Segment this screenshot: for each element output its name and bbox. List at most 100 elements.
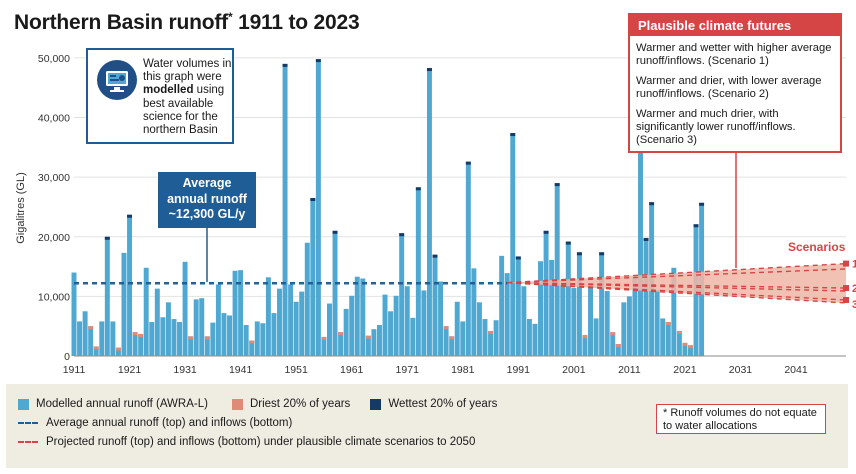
bar-1912 <box>77 321 83 356</box>
bar-1964 <box>365 335 371 356</box>
climate-futures-heading: Plausible climate futures <box>630 15 840 36</box>
bar-2001 <box>571 288 577 356</box>
y-tick-label: 30,000 <box>38 172 70 184</box>
legend-wettest: Wettest 20% of years <box>388 398 498 410</box>
bar-cap-1991 <box>515 256 521 260</box>
bar-1971 <box>404 286 410 356</box>
bar-cap-1919 <box>115 347 121 351</box>
bar-cap-1932 <box>188 336 194 340</box>
computer-model-icon <box>97 60 137 100</box>
bar-cap-2022 <box>688 345 693 349</box>
bar-cap-2015 <box>649 202 655 206</box>
scenario-1-inflows-line <box>507 268 847 284</box>
bar-cap-2009 <box>615 344 621 348</box>
y-axis-label: Gigalitres (GL) <box>15 172 27 244</box>
x-tick-label: 2001 <box>562 364 586 376</box>
footnote: * Runoff volumes do not equate to water … <box>656 404 826 434</box>
modelled-swatch <box>18 398 29 410</box>
average-annual-runoff-box: Average annual runoff ~12,300 GL/y <box>158 172 256 228</box>
y-tick-label: 40,000 <box>38 113 70 125</box>
bar-1930 <box>177 322 183 356</box>
bar-1963 <box>360 278 366 356</box>
bar-1911 <box>71 272 77 356</box>
modelled-info-box: Water volumes in this graph were modelle… <box>86 48 234 144</box>
bar-1997 <box>549 260 555 356</box>
bar-1978 <box>443 326 449 356</box>
bar-cap-1964 <box>365 335 371 339</box>
bar-cap-1973 <box>415 187 421 191</box>
x-tick-labels: 1911 1921 1931 1941 1951 1961 1971 1981 1991 2001… <box>63 364 808 376</box>
x-tick-label: 2031 <box>729 364 753 376</box>
x-tick-label: 1971 <box>396 364 420 376</box>
bar-cap-1943 <box>249 340 255 344</box>
bar-cap-1922 <box>132 332 138 336</box>
bar-1928 <box>165 302 171 356</box>
bar-1958 <box>332 230 338 356</box>
bar-2012 <box>632 277 638 356</box>
bar-1931 <box>182 261 188 356</box>
x-tick-label: 1961 <box>340 364 364 376</box>
bar-cap-2021 <box>682 342 688 346</box>
y-tick-label: 10,000 <box>38 291 70 303</box>
y-tick-label: 0 <box>64 351 70 363</box>
bar-cap-2000 <box>565 241 571 245</box>
bar-1955 <box>315 59 321 356</box>
bar-cap-1921 <box>127 214 133 218</box>
bar-1915 <box>93 346 99 356</box>
x-tick-label: 1931 <box>173 364 197 376</box>
bar-1999 <box>560 284 566 356</box>
bar-cap-2023 <box>693 224 699 228</box>
x-tick-label: 1991 <box>507 364 531 376</box>
bar-1977 <box>438 281 444 356</box>
bar-1942 <box>243 325 249 356</box>
bar-1991 <box>515 256 521 356</box>
bar-1966 <box>376 325 382 356</box>
bar-1969 <box>393 295 399 356</box>
bar-2004 <box>588 286 593 356</box>
bar-1956 <box>321 336 327 356</box>
bar-2005 <box>593 318 599 356</box>
bar-1945 <box>260 323 266 356</box>
bar-2008 <box>610 332 616 356</box>
scenario-3-label: 3 <box>852 299 856 311</box>
bar-2010 <box>621 302 627 356</box>
bar-1939 <box>227 315 232 356</box>
bar-1995 <box>538 261 544 356</box>
x-tick-label: 1921 <box>118 364 142 376</box>
bar-1975 <box>426 68 432 357</box>
bar-1943 <box>249 340 255 356</box>
bar-cap-1975 <box>426 68 432 72</box>
x-tick-label: 2011 <box>618 364 641 376</box>
bar-cap-2024 <box>699 202 705 206</box>
bar-2022 <box>688 345 693 356</box>
bar-cap-2018 <box>665 322 671 326</box>
x-tick-label: 1911 <box>63 364 86 376</box>
wettest-swatch <box>370 398 382 410</box>
bar-1998 <box>554 183 560 356</box>
bar-1946 <box>265 277 271 356</box>
bar-1913 <box>82 311 88 356</box>
bar-1993 <box>526 319 532 356</box>
bar-1968 <box>388 311 394 356</box>
scenario-3-text: Warmer and much drier, with significantl… <box>636 107 796 147</box>
bar-1974 <box>421 290 427 356</box>
bar-2000 <box>565 241 571 356</box>
bar-1937 <box>215 284 221 356</box>
legend-driest: Driest 20% of years <box>249 398 351 410</box>
bar-1934 <box>199 298 205 356</box>
scenarios-label: Scenarios <box>788 240 846 254</box>
bar-2017 <box>660 318 666 356</box>
bar-1973 <box>415 187 421 356</box>
bar-1935 <box>204 336 210 356</box>
scenario-1-marker <box>843 260 849 267</box>
y-tick-labels: 0 10,000 20,000 30,000 40,000 50,000 <box>38 53 70 363</box>
page-title: Northern Basin runoff* 1911 to 2023 <box>14 10 360 34</box>
scenario-3-marker <box>843 296 849 303</box>
bar-cap-2008 <box>610 332 616 336</box>
bar-cap-2006 <box>599 252 605 256</box>
bar-1987 <box>493 320 499 356</box>
bar-1976 <box>432 254 438 356</box>
bar-1982 <box>465 161 471 356</box>
scenario-2-marker <box>843 285 849 292</box>
